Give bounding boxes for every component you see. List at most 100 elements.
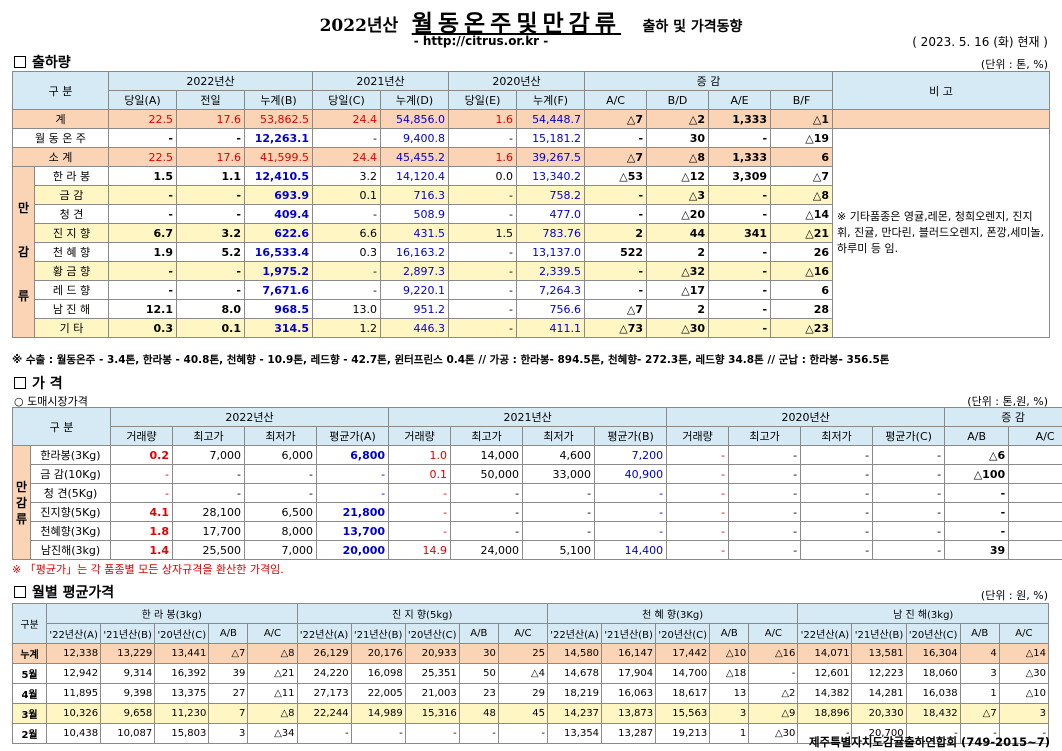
- year-header: 2022년산: [109, 407, 390, 427]
- cell: △16: [770, 261, 834, 281]
- cell: 4.1: [110, 502, 173, 522]
- cell: -: [666, 540, 730, 560]
- cell: 1.8: [110, 521, 173, 541]
- row-label: 2월: [11, 723, 48, 744]
- cell: 7,671.6: [243, 280, 314, 300]
- cell: 17,442: [655, 643, 711, 664]
- price-footnote: ※ 「평균가」는 각 품종별 모든 상자규격을 환산한 가격임.: [12, 563, 284, 576]
- cell: 26: [770, 242, 834, 262]
- sub-header: '21년산(B): [100, 623, 156, 644]
- title-year: 2022년산: [319, 16, 399, 36]
- cell: -: [959, 723, 1000, 744]
- monthly-title-text: 월별 평균가격: [32, 585, 115, 601]
- cell: 44: [646, 223, 710, 243]
- year-header: 2021년산: [388, 407, 668, 427]
- cell: 0.1: [312, 185, 382, 205]
- row-label: 계: [12, 109, 109, 129]
- cell: 7: [208, 703, 249, 724]
- cell: 15,316: [404, 703, 460, 724]
- cell: -: [176, 204, 245, 224]
- row-label: 금 감: [34, 185, 109, 205]
- cell: 16,038: [905, 683, 961, 704]
- cell: 28: [770, 299, 834, 319]
- cell: -: [944, 502, 1010, 522]
- cell: 13,581: [851, 643, 907, 664]
- cell: △23: [770, 318, 834, 338]
- group-header: 천 혜 향(3Kg): [546, 603, 799, 624]
- cell: △18: [709, 663, 750, 684]
- cell: 12,410.5: [243, 166, 314, 186]
- sub-header: 최고가: [172, 426, 245, 446]
- cell: △2: [646, 109, 710, 129]
- cell: 522: [584, 242, 648, 262]
- cell: 39: [944, 540, 1010, 560]
- cell: 2: [646, 299, 710, 319]
- row-label: 소 계: [12, 147, 109, 167]
- cell: 7,264.3: [516, 280, 586, 300]
- row-label: 월 동 온 주: [12, 128, 109, 148]
- sub-header: B/D: [646, 90, 710, 110]
- cell: -: [176, 128, 245, 148]
- table-row: 남 진 해 12.1 8.0 968.5 13.0 951.2-756.6 △7 2-28: [13, 299, 1050, 319]
- cell: -: [728, 502, 802, 522]
- cell: -: [110, 483, 173, 503]
- row-label: 청 견: [34, 204, 109, 224]
- price-title-text: 가 격: [32, 376, 63, 392]
- cell: 7,000: [244, 540, 317, 560]
- cell: 1,975.2: [243, 261, 314, 281]
- cell: △8: [247, 703, 298, 724]
- cell: △10: [709, 643, 750, 664]
- year-header: 2020년산: [666, 407, 946, 427]
- cell: 7,000: [172, 445, 245, 465]
- cell: -: [872, 483, 946, 503]
- cell: 25,500: [172, 540, 245, 560]
- cell: 716.3: [380, 185, 450, 205]
- cell: 0.3: [312, 242, 382, 262]
- row-label: 5월: [11, 663, 48, 684]
- cell: -: [800, 540, 874, 560]
- cell: 13,700: [315, 521, 390, 541]
- sub-header: '20년산(C): [655, 623, 711, 644]
- row-label: 기 타: [34, 318, 109, 338]
- cell: 13: [709, 683, 750, 704]
- cell: -: [450, 521, 524, 541]
- cell: 13,375: [154, 683, 210, 704]
- sub-header: A/E: [708, 90, 772, 110]
- cell: 26,129: [296, 643, 352, 664]
- cell: 477.0: [516, 204, 586, 224]
- cell: 1: [959, 683, 1000, 704]
- cell: △30: [998, 663, 1050, 684]
- cell: 16,533.4: [243, 242, 314, 262]
- monthly-section-title: 월별 평균가격: [14, 582, 114, 602]
- cell: 7,200: [594, 445, 668, 465]
- cell: 12,338: [46, 643, 102, 664]
- cell: -: [708, 204, 772, 224]
- sub-header: A/C: [584, 90, 648, 110]
- title-sub: 출하 및 가격동향: [642, 19, 743, 35]
- cell: 0.1: [176, 318, 245, 338]
- cell: -: [594, 483, 668, 503]
- cell: -: [584, 280, 648, 300]
- site-url: - http://citrus.or.kr -: [413, 34, 549, 48]
- cell: -: [708, 128, 772, 148]
- cell: 16,147: [601, 643, 657, 664]
- cell: 14,678: [546, 663, 603, 684]
- cell: 3,309: [708, 166, 772, 186]
- cell: 14,700: [655, 663, 711, 684]
- group-header: 진 지 향(5kg): [296, 603, 548, 624]
- table-row: 남진해(3kg) 1.4 25,500 7,000 20,000 14.9 24,000 5,…: [13, 540, 1062, 560]
- cell: -: [108, 261, 177, 281]
- cell: 11,230: [154, 703, 210, 724]
- cell: △8: [770, 185, 834, 205]
- cell: -: [522, 483, 596, 503]
- price-header-row: 구 분 2022년산 2021년산 2020년산 증 감: [12, 407, 1062, 446]
- cell: 16,063: [601, 683, 657, 704]
- table-row: 계 22.5 17.6 53,862.5 24.4 54,856.0 1.6 54,448.7…: [12, 109, 1051, 129]
- title-main: 월동온주및만감류: [411, 10, 621, 37]
- cell: -: [728, 540, 802, 560]
- price-unit: (단위 : 톤,원, %): [967, 395, 1048, 408]
- note-header: 비 고: [832, 71, 1051, 110]
- cell: -: [448, 299, 518, 319]
- cell: △73: [584, 318, 648, 338]
